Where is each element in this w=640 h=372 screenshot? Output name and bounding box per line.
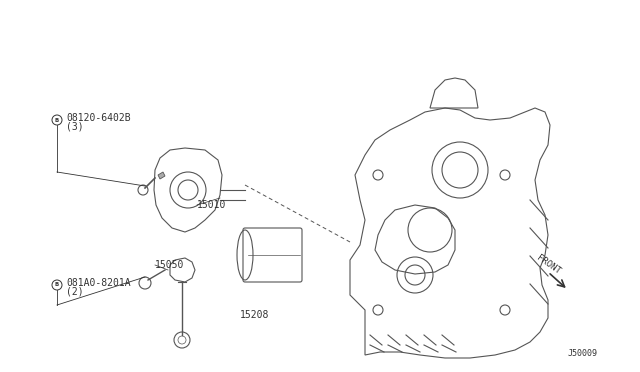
Text: (3): (3)	[66, 121, 84, 131]
Text: 15050: 15050	[155, 260, 184, 270]
Polygon shape	[158, 172, 165, 179]
Text: B: B	[55, 118, 59, 122]
Text: FRONT: FRONT	[535, 254, 562, 276]
Text: 15208: 15208	[240, 310, 269, 320]
Text: 15010: 15010	[197, 200, 227, 210]
Text: 08120-6402B: 08120-6402B	[66, 113, 131, 123]
Text: J50009: J50009	[568, 349, 598, 358]
Text: (2): (2)	[66, 286, 84, 296]
Text: B: B	[55, 282, 59, 288]
Text: 081A0-8201A: 081A0-8201A	[66, 278, 131, 288]
